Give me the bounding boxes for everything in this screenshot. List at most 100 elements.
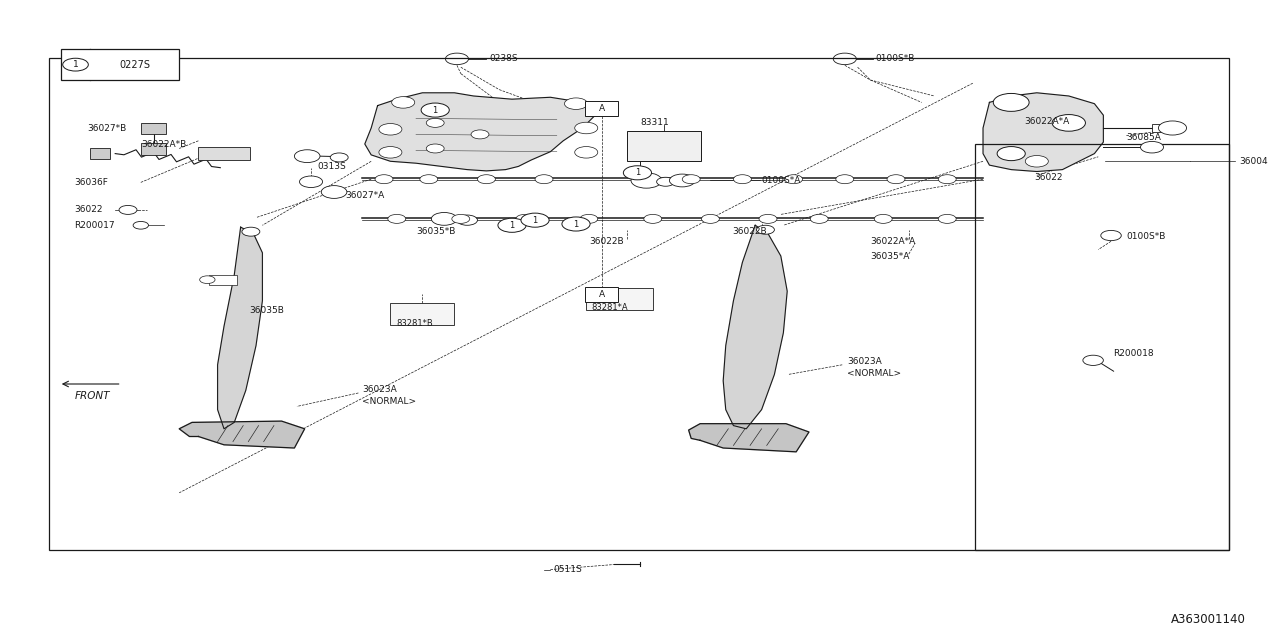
Text: 36085A: 36085A xyxy=(1126,133,1161,142)
Text: R200017: R200017 xyxy=(74,221,115,230)
Text: 0100S*A: 0100S*A xyxy=(762,176,801,185)
Text: 1: 1 xyxy=(573,220,579,228)
Bar xyxy=(585,101,618,116)
Circle shape xyxy=(133,221,148,229)
Text: 36022B: 36022B xyxy=(732,227,767,236)
Text: <NORMAL>: <NORMAL> xyxy=(847,369,901,378)
Circle shape xyxy=(993,93,1029,111)
Circle shape xyxy=(785,175,803,184)
Text: 36022A*B: 36022A*B xyxy=(141,140,186,148)
Circle shape xyxy=(644,214,662,223)
Polygon shape xyxy=(179,421,305,448)
Bar xyxy=(975,144,1229,550)
Polygon shape xyxy=(689,424,809,452)
Circle shape xyxy=(1101,230,1121,241)
Bar xyxy=(141,143,166,155)
Text: 36027*B: 36027*B xyxy=(87,124,127,132)
Circle shape xyxy=(300,176,323,188)
Text: 83311: 83311 xyxy=(640,118,668,127)
Text: 36027*A: 36027*A xyxy=(346,191,385,200)
Circle shape xyxy=(1052,115,1085,131)
Bar xyxy=(198,147,250,160)
Circle shape xyxy=(535,175,553,184)
Circle shape xyxy=(669,174,695,187)
Circle shape xyxy=(575,122,598,134)
Text: 36022: 36022 xyxy=(1034,173,1062,182)
Circle shape xyxy=(471,130,489,139)
Text: 1: 1 xyxy=(73,60,78,69)
Circle shape xyxy=(388,214,406,223)
Text: 0100S*B: 0100S*B xyxy=(876,54,915,63)
Circle shape xyxy=(1083,355,1103,365)
Circle shape xyxy=(477,175,495,184)
Bar xyxy=(627,131,701,161)
Text: 36036F: 36036F xyxy=(74,178,108,187)
Circle shape xyxy=(63,58,88,71)
Text: R200018: R200018 xyxy=(1114,349,1155,358)
Circle shape xyxy=(733,175,751,184)
Circle shape xyxy=(887,175,905,184)
Circle shape xyxy=(836,175,854,184)
Circle shape xyxy=(457,215,477,225)
Bar xyxy=(141,123,166,134)
Text: 1: 1 xyxy=(635,168,640,177)
Circle shape xyxy=(392,97,415,108)
Circle shape xyxy=(756,225,774,234)
Bar xyxy=(1152,124,1167,132)
Circle shape xyxy=(874,214,892,223)
Text: A363001140: A363001140 xyxy=(1171,613,1245,626)
Circle shape xyxy=(431,212,457,225)
Circle shape xyxy=(938,175,956,184)
Text: 0511S: 0511S xyxy=(553,565,581,574)
Text: FRONT: FRONT xyxy=(74,390,110,401)
Text: 1: 1 xyxy=(433,106,438,115)
Bar xyxy=(61,49,179,80)
Circle shape xyxy=(938,214,956,223)
Circle shape xyxy=(421,103,449,117)
Text: 83281*B: 83281*B xyxy=(397,319,434,328)
Text: 36023A: 36023A xyxy=(847,357,882,366)
Text: 36035*A: 36035*A xyxy=(870,252,910,260)
Circle shape xyxy=(1158,121,1187,135)
Bar xyxy=(586,288,653,310)
Circle shape xyxy=(521,213,549,227)
Circle shape xyxy=(498,218,526,232)
Circle shape xyxy=(200,276,215,284)
Circle shape xyxy=(564,98,588,109)
Circle shape xyxy=(562,217,590,231)
Circle shape xyxy=(575,147,598,158)
Text: 1: 1 xyxy=(509,221,515,230)
Circle shape xyxy=(330,153,348,162)
Text: 36035B: 36035B xyxy=(250,306,284,315)
Text: 0313S: 0313S xyxy=(317,162,346,171)
Circle shape xyxy=(631,173,662,188)
Text: 0100S*B: 0100S*B xyxy=(1126,232,1166,241)
Circle shape xyxy=(426,144,444,153)
Circle shape xyxy=(623,166,652,180)
Text: 36022B: 36022B xyxy=(589,237,623,246)
Circle shape xyxy=(119,205,137,214)
Bar xyxy=(49,58,1229,550)
Circle shape xyxy=(294,150,320,163)
Circle shape xyxy=(997,147,1025,161)
Circle shape xyxy=(452,214,470,223)
Circle shape xyxy=(426,118,444,127)
Polygon shape xyxy=(218,227,262,429)
Text: A: A xyxy=(599,104,604,113)
Text: 36023A: 36023A xyxy=(362,385,397,394)
Text: 0227S: 0227S xyxy=(119,60,150,70)
Circle shape xyxy=(379,124,402,135)
Text: A: A xyxy=(599,290,604,299)
Text: <NORMAL>: <NORMAL> xyxy=(362,397,416,406)
Bar xyxy=(90,148,110,159)
Polygon shape xyxy=(723,225,787,429)
Text: 36022A*A: 36022A*A xyxy=(870,237,915,246)
Circle shape xyxy=(1025,156,1048,167)
Circle shape xyxy=(759,214,777,223)
Text: 36035*B: 36035*B xyxy=(416,227,456,236)
Polygon shape xyxy=(983,93,1103,172)
Text: 0238S: 0238S xyxy=(489,54,517,63)
Text: 36022: 36022 xyxy=(74,205,102,214)
Circle shape xyxy=(420,175,438,184)
Text: 83281*A: 83281*A xyxy=(591,303,628,312)
